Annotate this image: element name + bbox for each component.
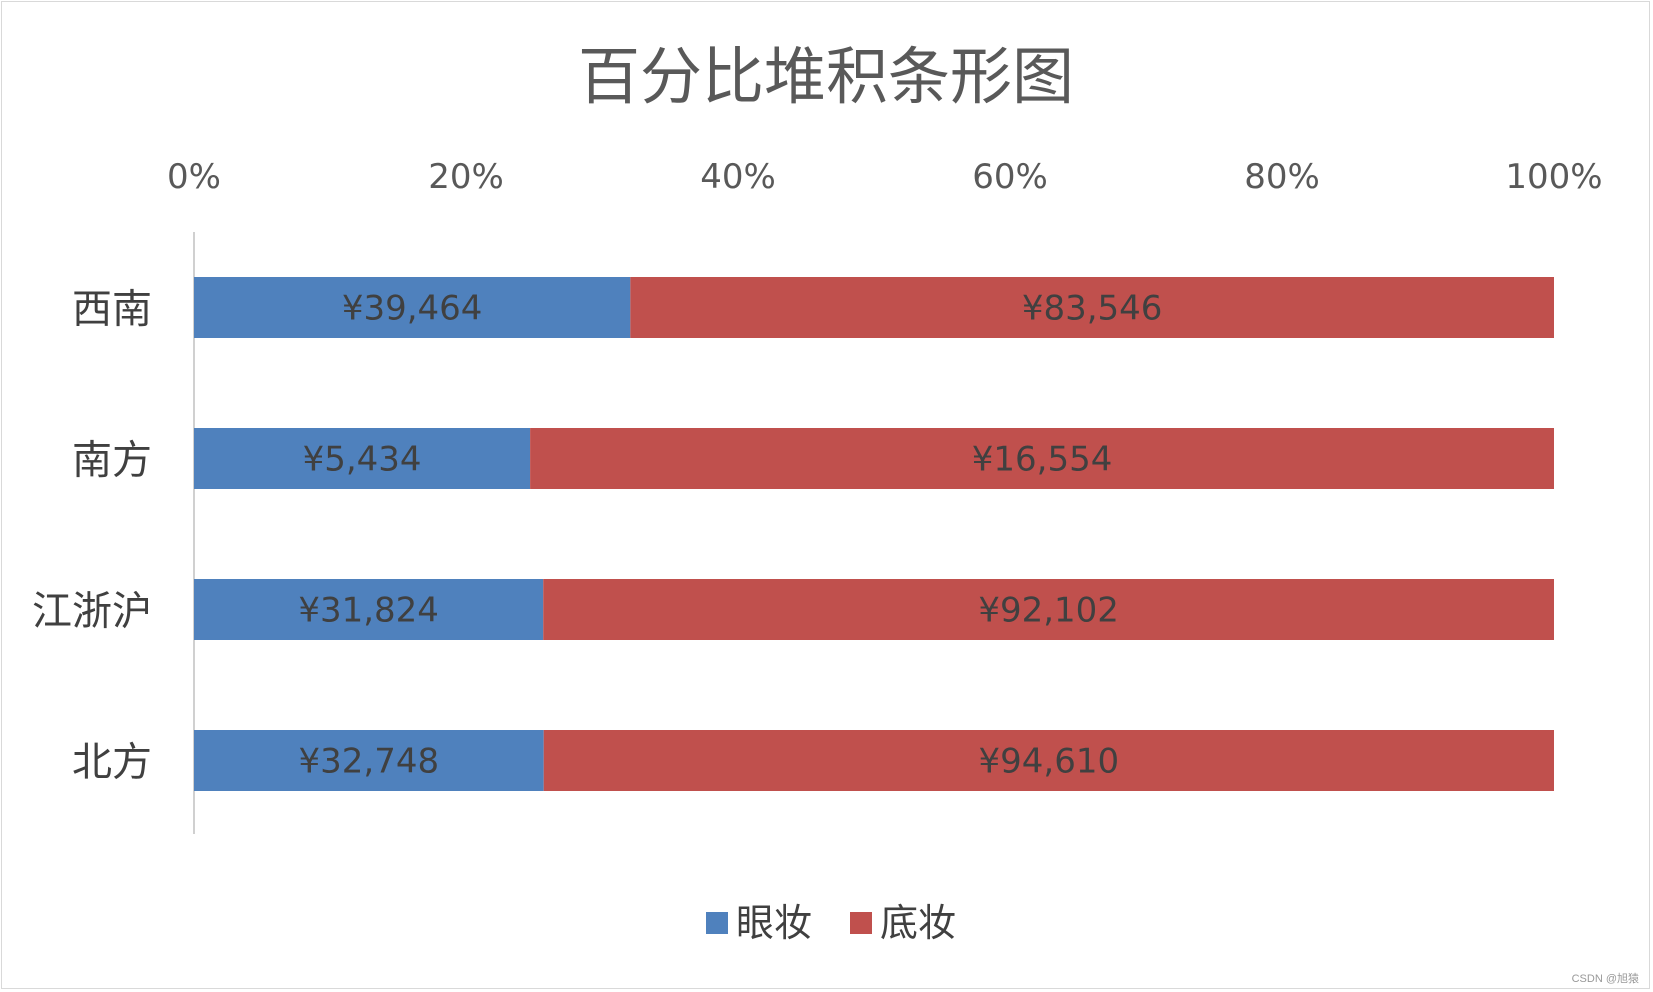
category-label: 北方: [72, 740, 152, 786]
watermark: CSDN @旭猿: [1571, 973, 1639, 985]
chart-title: 百分比堆积条形图: [578, 40, 1074, 113]
bar-segment: [530, 428, 1554, 489]
x-tick-label: 20%: [428, 157, 504, 197]
bar-segment: [194, 428, 531, 489]
bar-segment: [194, 730, 544, 791]
legend-swatch: [850, 912, 872, 934]
data-label: ¥92,102: [978, 591, 1119, 631]
data-label: ¥31,824: [298, 591, 439, 631]
x-axis-ticks: 0% 20% 40% 60% 80% 100%: [167, 157, 1603, 197]
bar-segment: [630, 277, 1554, 338]
data-label: ¥32,748: [299, 742, 440, 782]
legend-label: 底妆: [880, 901, 956, 945]
legend-swatch: [706, 912, 728, 934]
x-tick-label: 80%: [1244, 157, 1320, 197]
bars: ¥39,464 ¥83,546 ¥5,434 ¥16,554 ¥31,824 ¥92,10…: [194, 277, 1554, 791]
category-label: 西南: [72, 287, 152, 333]
category-label: 南方: [72, 438, 152, 484]
data-label: ¥16,554: [972, 440, 1113, 480]
bar-segment: [543, 579, 1554, 640]
x-tick-label: 40%: [700, 157, 776, 197]
data-label: ¥5,434: [303, 440, 422, 480]
bar-segment: [543, 730, 1554, 791]
data-label: ¥39,464: [342, 289, 483, 329]
data-label: ¥94,610: [979, 742, 1120, 782]
category-label: 江浙沪: [32, 589, 152, 635]
data-label: ¥83,546: [1022, 289, 1163, 329]
x-tick-label: 100%: [1505, 157, 1602, 197]
bar-segment: [194, 579, 544, 640]
legend-label: 眼妆: [736, 901, 812, 945]
legend: 眼妆 底妆: [706, 901, 956, 945]
bar-segment: [194, 277, 631, 338]
x-tick-label: 60%: [972, 157, 1048, 197]
x-tick-label: 0%: [167, 157, 221, 197]
